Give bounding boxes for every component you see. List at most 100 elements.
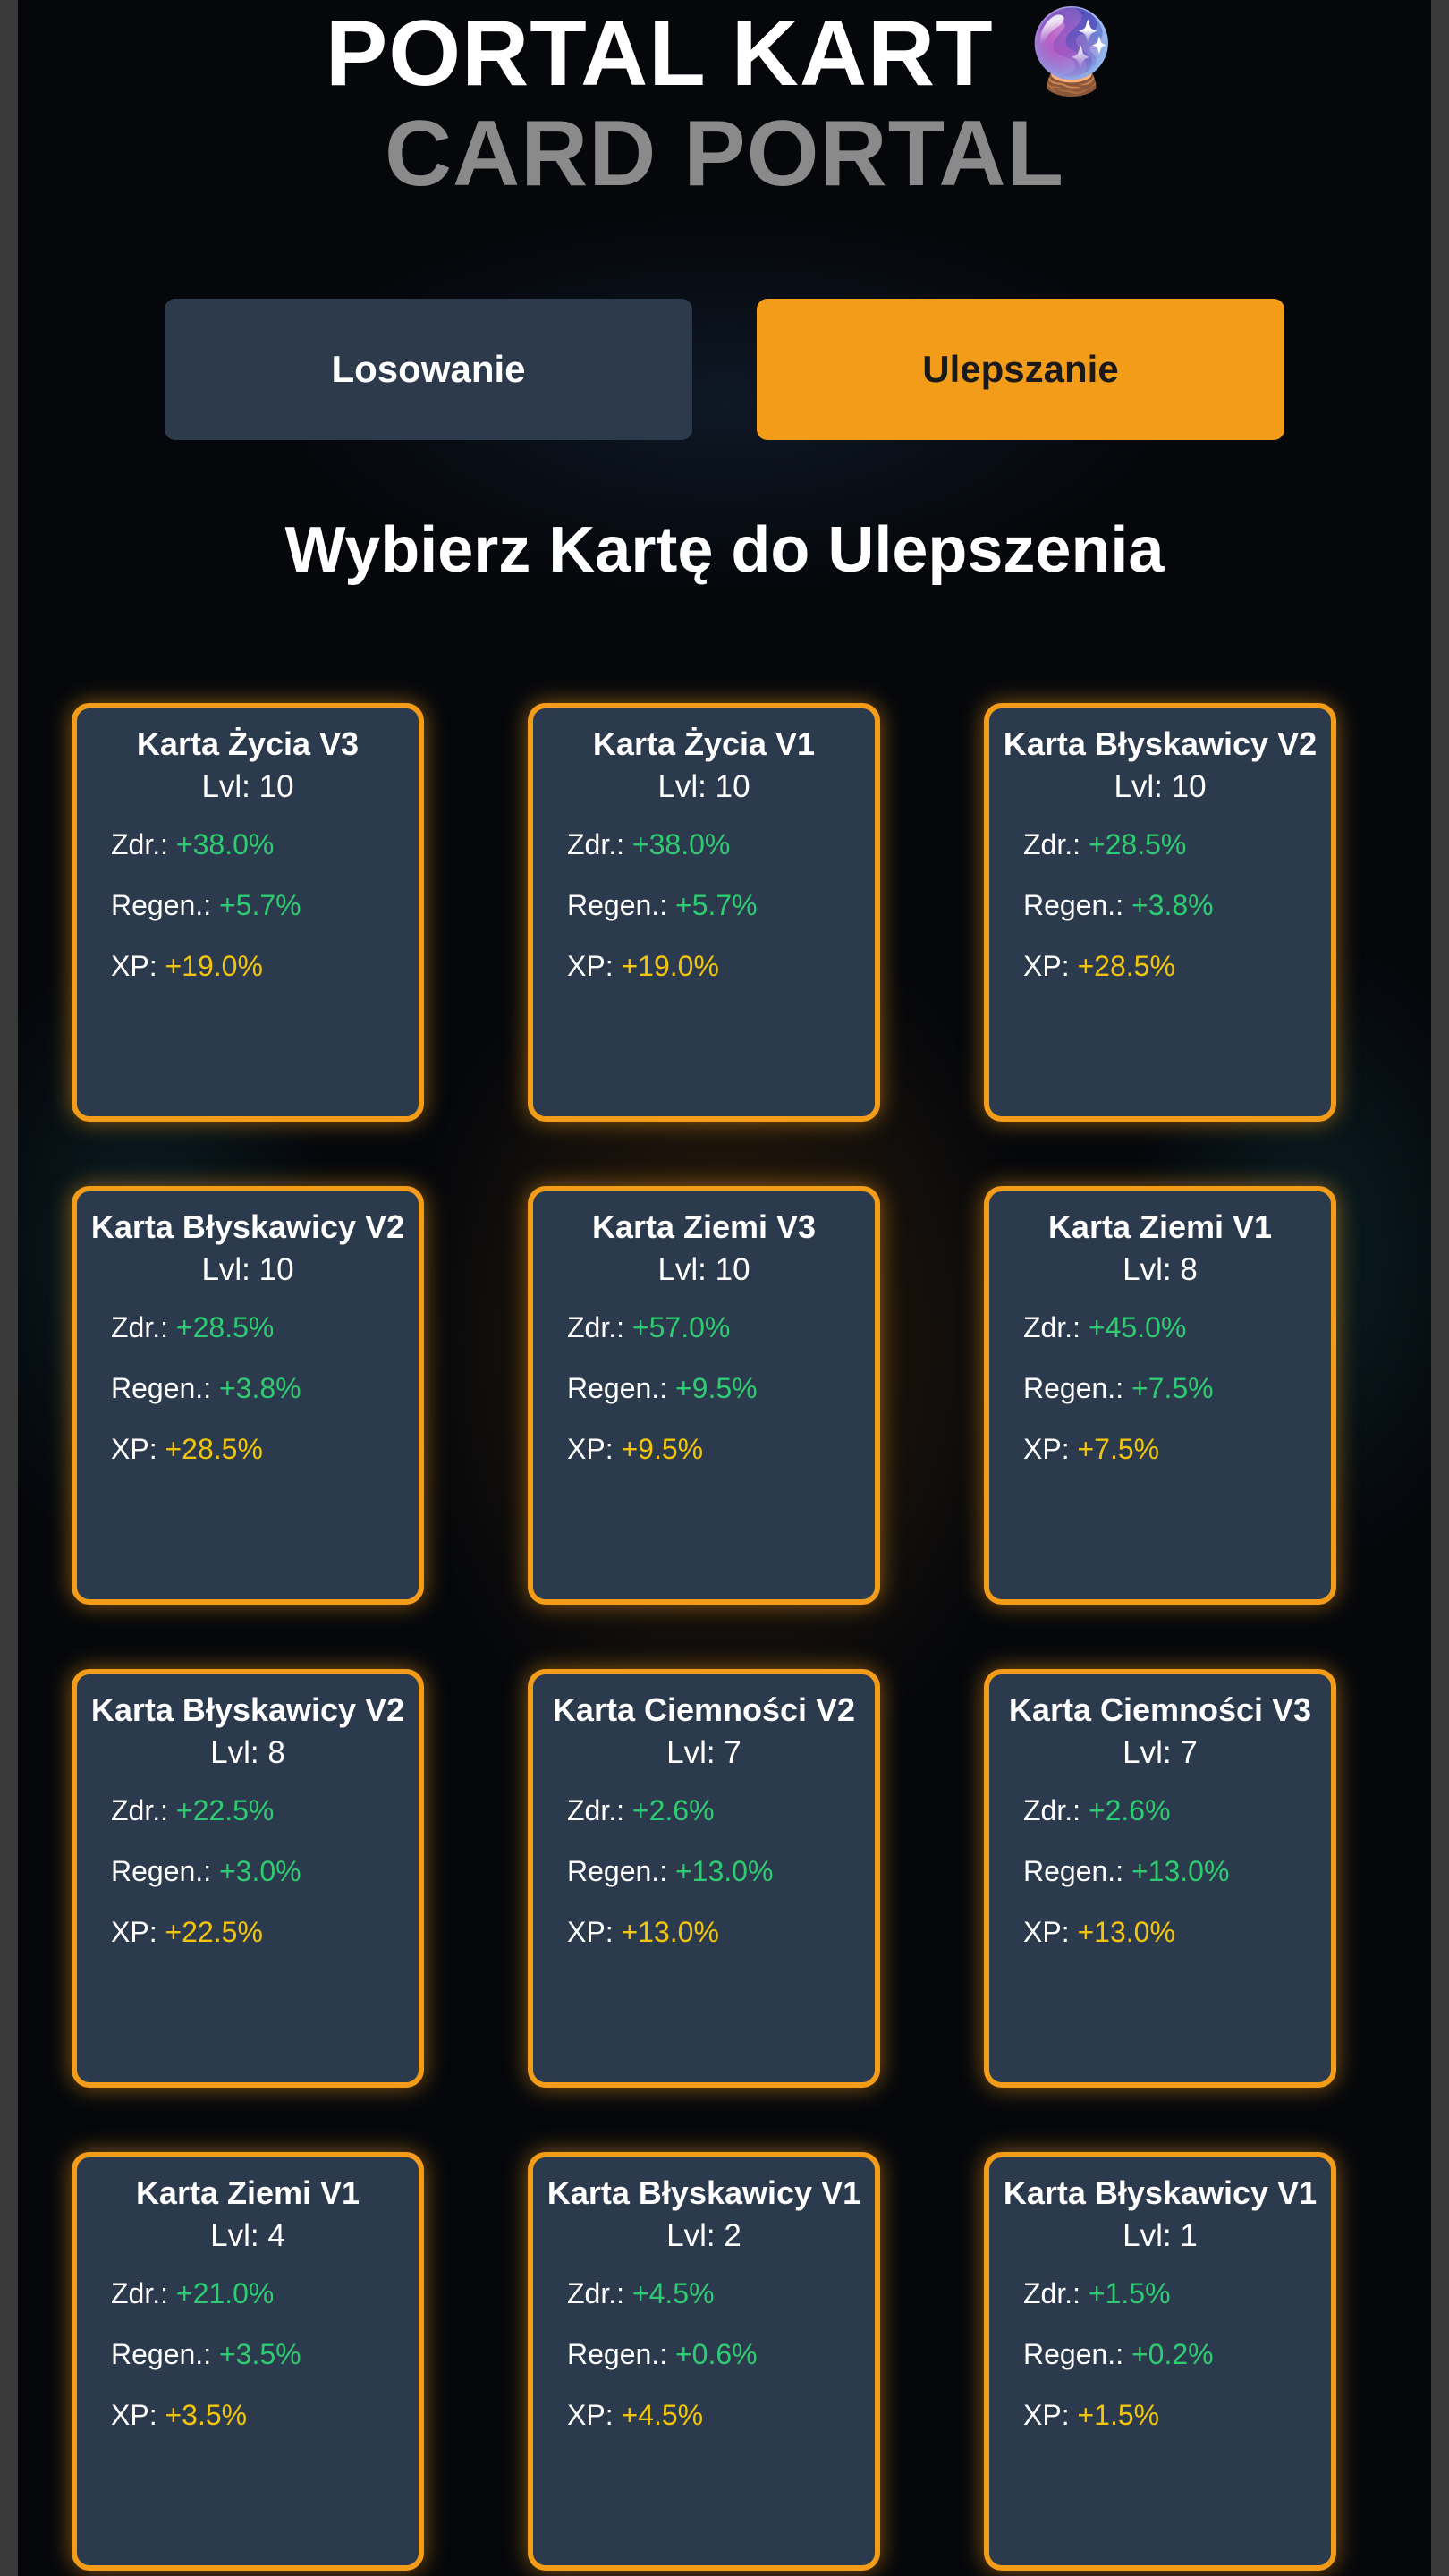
stat-hp-label: Zdr.: <box>111 1311 169 1343</box>
card-level: Lvl: 4 <box>210 2218 285 2253</box>
upgrade-card[interactable]: Karta Błyskawicy V1 Lvl: 1 Zdr.: +1.5% Rege… <box>984 2152 1336 2571</box>
stat-regen-label: Regen.: <box>567 1855 668 1887</box>
stat-hp-row: Zdr.: +38.0% <box>111 826 274 862</box>
stat-xp-row: XP: +19.0% <box>111 948 263 984</box>
stat-xp-label: XP: <box>1023 1433 1070 1465</box>
card-level: Lvl: 10 <box>1114 769 1207 804</box>
stat-hp-value: +21.0% <box>175 2277 275 2309</box>
stat-hp-value: +28.5% <box>1088 828 1187 860</box>
stat-xp-row: XP: +3.5% <box>111 2397 247 2433</box>
stat-xp-label: XP: <box>111 950 157 982</box>
stat-xp-row: XP: +28.5% <box>111 1431 263 1467</box>
stat-xp-row: XP: +9.5% <box>567 1431 703 1467</box>
stat-hp-row: Zdr.: +22.5% <box>111 1792 274 1828</box>
stat-regen-label: Regen.: <box>111 1855 212 1887</box>
card-level: Lvl: 10 <box>657 1252 750 1287</box>
stat-hp-row: Zdr.: +57.0% <box>567 1309 730 1345</box>
stat-xp-label: XP: <box>111 2399 157 2431</box>
upgrade-card[interactable]: Karta Błyskawicy V2 Lvl: 8 Zdr.: +22.5% Reg… <box>72 1669 424 2088</box>
stat-hp-value: +28.5% <box>175 1311 275 1343</box>
upgrade-card[interactable]: Karta Ciemności V3 Lvl: 7 Zdr.: +2.6% Regen… <box>984 1669 1336 2088</box>
stat-xp-value: +9.5% <box>621 1433 704 1465</box>
card-level: Lvl: 10 <box>201 769 294 804</box>
stat-regen-value: +3.5% <box>218 2338 301 2370</box>
stat-hp-row: Zdr.: +38.0% <box>567 826 730 862</box>
upgrade-card[interactable]: Karta Ziemi V1 Lvl: 4 Zdr.: +21.0% Regen.: … <box>72 2152 424 2571</box>
stat-regen-row: Regen.: +5.7% <box>111 887 301 923</box>
stat-hp-row: Zdr.: +45.0% <box>1023 1309 1186 1345</box>
stat-xp-value: +28.5% <box>1077 950 1175 982</box>
stat-regen-row: Regen.: +0.6% <box>567 2336 758 2372</box>
stat-regen-label: Regen.: <box>1023 889 1124 921</box>
stat-hp-row: Zdr.: +2.6% <box>1023 1792 1171 1828</box>
stat-hp-row: Zdr.: +21.0% <box>111 2275 274 2311</box>
tab-draw-label: Losowanie <box>331 348 526 390</box>
stat-regen-row: Regen.: +13.0% <box>567 1853 773 1889</box>
stat-hp-value: +4.5% <box>631 2277 715 2309</box>
stat-xp-row: XP: +7.5% <box>1023 1431 1159 1467</box>
upgrade-card[interactable]: Karta Błyskawicy V2 Lvl: 10 Zdr.: +28.5% Re… <box>984 703 1336 1122</box>
stat-hp-label: Zdr.: <box>1023 2277 1081 2309</box>
stat-xp-value: +19.0% <box>621 950 719 982</box>
stat-xp-value: +13.0% <box>621 1916 719 1948</box>
upgrade-card[interactable]: Karta Ziemi V1 Lvl: 8 Zdr.: +45.0% Regen.: … <box>984 1186 1336 1605</box>
stat-xp-label: XP: <box>567 1916 614 1948</box>
upgrade-card[interactable]: Karta Życia V1 Lvl: 10 Zdr.: +38.0% Regen.:… <box>528 703 880 1122</box>
upgrade-card[interactable]: Karta Błyskawicy V2 Lvl: 10 Zdr.: +28.5% Re… <box>72 1186 424 1605</box>
card-name: Karta Życia V3 <box>136 725 360 762</box>
card-level: Lvl: 7 <box>1123 1735 1198 1770</box>
card-level: Lvl: 10 <box>657 769 750 804</box>
page-title-text: PORTAL KART <box>325 2 994 106</box>
app-background: PORTAL KART 🔮 CARD PORTAL Losowanie Ulep… <box>18 0 1431 2576</box>
stat-regen-row: Regen.: +3.8% <box>111 1370 301 1406</box>
stat-xp-row: XP: +28.5% <box>1023 948 1175 984</box>
upgrade-card[interactable]: Karta Życia V3 Lvl: 10 Zdr.: +38.0% Regen.:… <box>72 703 424 1122</box>
stat-xp-value: +4.5% <box>621 2399 704 2431</box>
card-name: Karta Błyskawicy V2 <box>90 1691 405 1728</box>
tab-upgrade[interactable]: Ulepszanie <box>757 299 1284 440</box>
stat-hp-label: Zdr.: <box>567 1311 625 1343</box>
stat-hp-value: +57.0% <box>631 1311 731 1343</box>
stat-regen-row: Regen.: +13.0% <box>1023 1853 1229 1889</box>
stat-xp-value: +1.5% <box>1077 2399 1160 2431</box>
stat-regen-label: Regen.: <box>567 1372 668 1404</box>
stat-regen-row: Regen.: +7.5% <box>1023 1370 1214 1406</box>
section-heading: Wybierz Kartę do Ulepszenia <box>284 514 1165 586</box>
stat-regen-value: +13.0% <box>1131 1855 1230 1887</box>
card-name: Karta Błyskawicy V2 <box>90 1208 405 1245</box>
stat-regen-value: +3.8% <box>218 1372 301 1404</box>
stat-hp-label: Zdr.: <box>111 2277 169 2309</box>
card-level: Lvl: 8 <box>210 1735 285 1770</box>
stat-hp-label: Zdr.: <box>1023 828 1081 860</box>
stat-xp-label: XP: <box>1023 1916 1070 1948</box>
stat-hp-row: Zdr.: +1.5% <box>1023 2275 1171 2311</box>
upgrade-card[interactable]: Karta Ciemności V2 Lvl: 7 Zdr.: +2.6% Regen… <box>528 1669 880 2088</box>
tab-upgrade-label: Ulepszanie <box>922 348 1119 390</box>
upgrade-card[interactable]: Karta Ziemi V3 Lvl: 10 Zdr.: +57.0% Regen.:… <box>528 1186 880 1605</box>
card-name: Karta Ciemności V3 <box>1008 1691 1312 1728</box>
card-grid: Karta Życia V3 Lvl: 10 Zdr.: +38.0% Regen.:… <box>18 0 1431 2576</box>
stat-regen-value: +0.2% <box>1131 2338 1214 2370</box>
tab-draw[interactable]: Losowanie <box>165 299 692 440</box>
stat-hp-row: Zdr.: +2.6% <box>567 1792 715 1828</box>
stat-hp-value: +45.0% <box>1088 1311 1187 1343</box>
stat-regen-row: Regen.: +3.5% <box>111 2336 301 2372</box>
stat-regen-label: Regen.: <box>567 2338 668 2370</box>
stat-xp-label: XP: <box>1023 2399 1070 2431</box>
card-name: Karta Życia V1 <box>592 725 816 762</box>
stat-hp-label: Zdr.: <box>1023 1311 1081 1343</box>
stat-hp-value: +2.6% <box>1088 1794 1171 1826</box>
stat-xp-value: +7.5% <box>1077 1433 1160 1465</box>
stat-xp-row: XP: +13.0% <box>567 1914 719 1950</box>
card-level: Lvl: 8 <box>1123 1252 1198 1287</box>
stat-hp-label: Zdr.: <box>567 2277 625 2309</box>
stat-hp-label: Zdr.: <box>111 1794 169 1826</box>
stat-xp-value: +28.5% <box>165 1433 263 1465</box>
stat-hp-value: +22.5% <box>175 1794 275 1826</box>
upgrade-card[interactable]: Karta Błyskawicy V1 Lvl: 2 Zdr.: +4.5% Rege… <box>528 2152 880 2571</box>
card-name: Karta Błyskawicy V2 <box>1003 725 1318 762</box>
stat-xp-value: +3.5% <box>165 2399 248 2431</box>
stat-xp-row: XP: +1.5% <box>1023 2397 1159 2433</box>
stat-regen-row: Regen.: +3.8% <box>1023 887 1214 923</box>
page-title: PORTAL KART 🔮 <box>18 0 1431 106</box>
